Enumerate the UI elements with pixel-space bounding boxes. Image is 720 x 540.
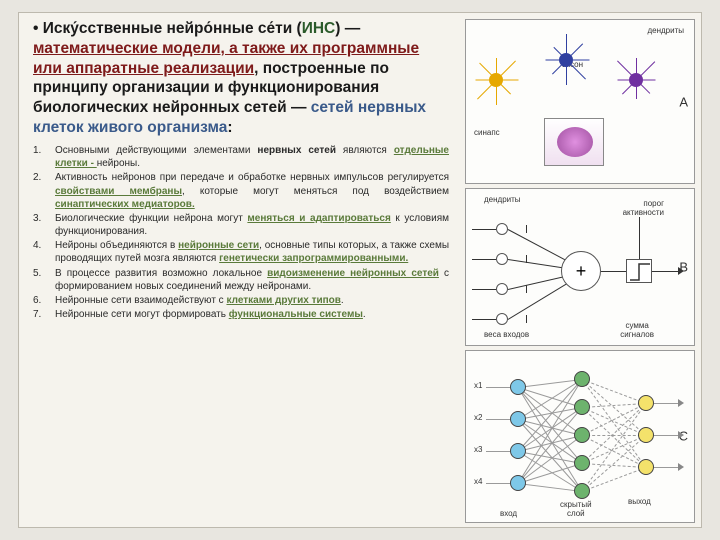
output-neuron (638, 427, 654, 443)
hidden-neuron (574, 427, 590, 443)
input-label: x2 (474, 413, 482, 422)
output-neuron (638, 459, 654, 475)
input-neuron (510, 379, 526, 395)
label-hidden: скрытый слой (560, 500, 592, 518)
input-neuron (510, 475, 526, 491)
hidden-neuron (574, 483, 590, 499)
input-node (496, 253, 508, 265)
sum-node: + (561, 251, 601, 291)
input-neuron (510, 443, 526, 459)
label-synapse: синапс (474, 128, 500, 137)
list-number: 2. (33, 171, 55, 211)
figure-tag-a: А (679, 94, 688, 109)
list-item: 5.В процессе развития возможно локальное… (33, 267, 449, 293)
list-text: Активность нейронов при передаче и обраб… (55, 171, 449, 211)
list-number: 7. (33, 308, 55, 321)
figure-c-network: С вход скрытый слой выход x1x2x3x4 (465, 350, 695, 523)
list-text: Нейроны объединяются в нейронные сети, о… (55, 239, 449, 265)
input-label: x1 (474, 381, 482, 390)
abbrev: ИНС (302, 20, 336, 37)
synapse-box (544, 118, 604, 166)
input-label: x3 (474, 445, 482, 454)
input-node (496, 313, 508, 325)
header-paragraph: • Иску́сственные нейро́нные се́ти (ИНС) … (19, 13, 449, 142)
input-label: x4 (474, 477, 482, 486)
list-text: В процессе развития возможно локальное в… (55, 267, 449, 293)
list-text: Биологические функции нейрона могут меня… (55, 212, 449, 238)
hidden-neuron (574, 399, 590, 415)
numbered-list: 1.Основными действующими элементами нерв… (19, 142, 459, 321)
figure-b-perceptron: В дендриты порог активности веса входов … (465, 188, 695, 346)
input-node (496, 283, 508, 295)
label-dendrites-b: дендриты (484, 195, 521, 204)
list-number: 3. (33, 212, 55, 238)
list-number: 5. (33, 267, 55, 293)
figure-a-neurons: А дендриты аксон синапс (465, 19, 695, 184)
list-number: 1. (33, 144, 55, 170)
hidden-neuron (574, 455, 590, 471)
label-weights: веса входов (484, 330, 529, 339)
figure-column: А дендриты аксон синапс В дендриты порог… (465, 19, 695, 523)
slide: • Иску́сственные нейро́нные се́ти (ИНС) … (18, 12, 702, 528)
list-item: 3.Биологические функции нейрона могут ме… (33, 212, 449, 238)
list-item: 6.Нейронные сети взаимодействуют с клетк… (33, 294, 449, 307)
label-dendrites: дендриты (647, 26, 684, 35)
activation-node (626, 259, 652, 283)
list-text: Основными действующими элементами нервны… (55, 144, 449, 170)
list-number: 6. (33, 294, 55, 307)
list-item: 4.Нейроны объединяются в нейронные сети,… (33, 239, 449, 265)
label-output: выход (628, 497, 651, 506)
bullet: • (33, 20, 43, 37)
list-text: Нейронные сети могут формировать функцио… (55, 308, 449, 321)
hidden-neuron (574, 371, 590, 387)
output-neuron (638, 395, 654, 411)
input-neuron (510, 411, 526, 427)
list-number: 4. (33, 239, 55, 265)
title-term: Иску́сственные нейро́нные се́ти (43, 20, 293, 37)
list-item: 7.Нейронные сети могут формировать функц… (33, 308, 449, 321)
list-text: Нейронные сети взаимодействуют с клеткам… (55, 294, 449, 307)
label-sum: сумма сигналов (620, 321, 654, 339)
list-item: 2.Активность нейронов при передаче и обр… (33, 171, 449, 211)
list-item: 1.Основными действующими элементами нерв… (33, 144, 449, 170)
input-node (496, 223, 508, 235)
label-threshold: порог активности (623, 199, 664, 217)
label-input: вход (500, 509, 517, 518)
